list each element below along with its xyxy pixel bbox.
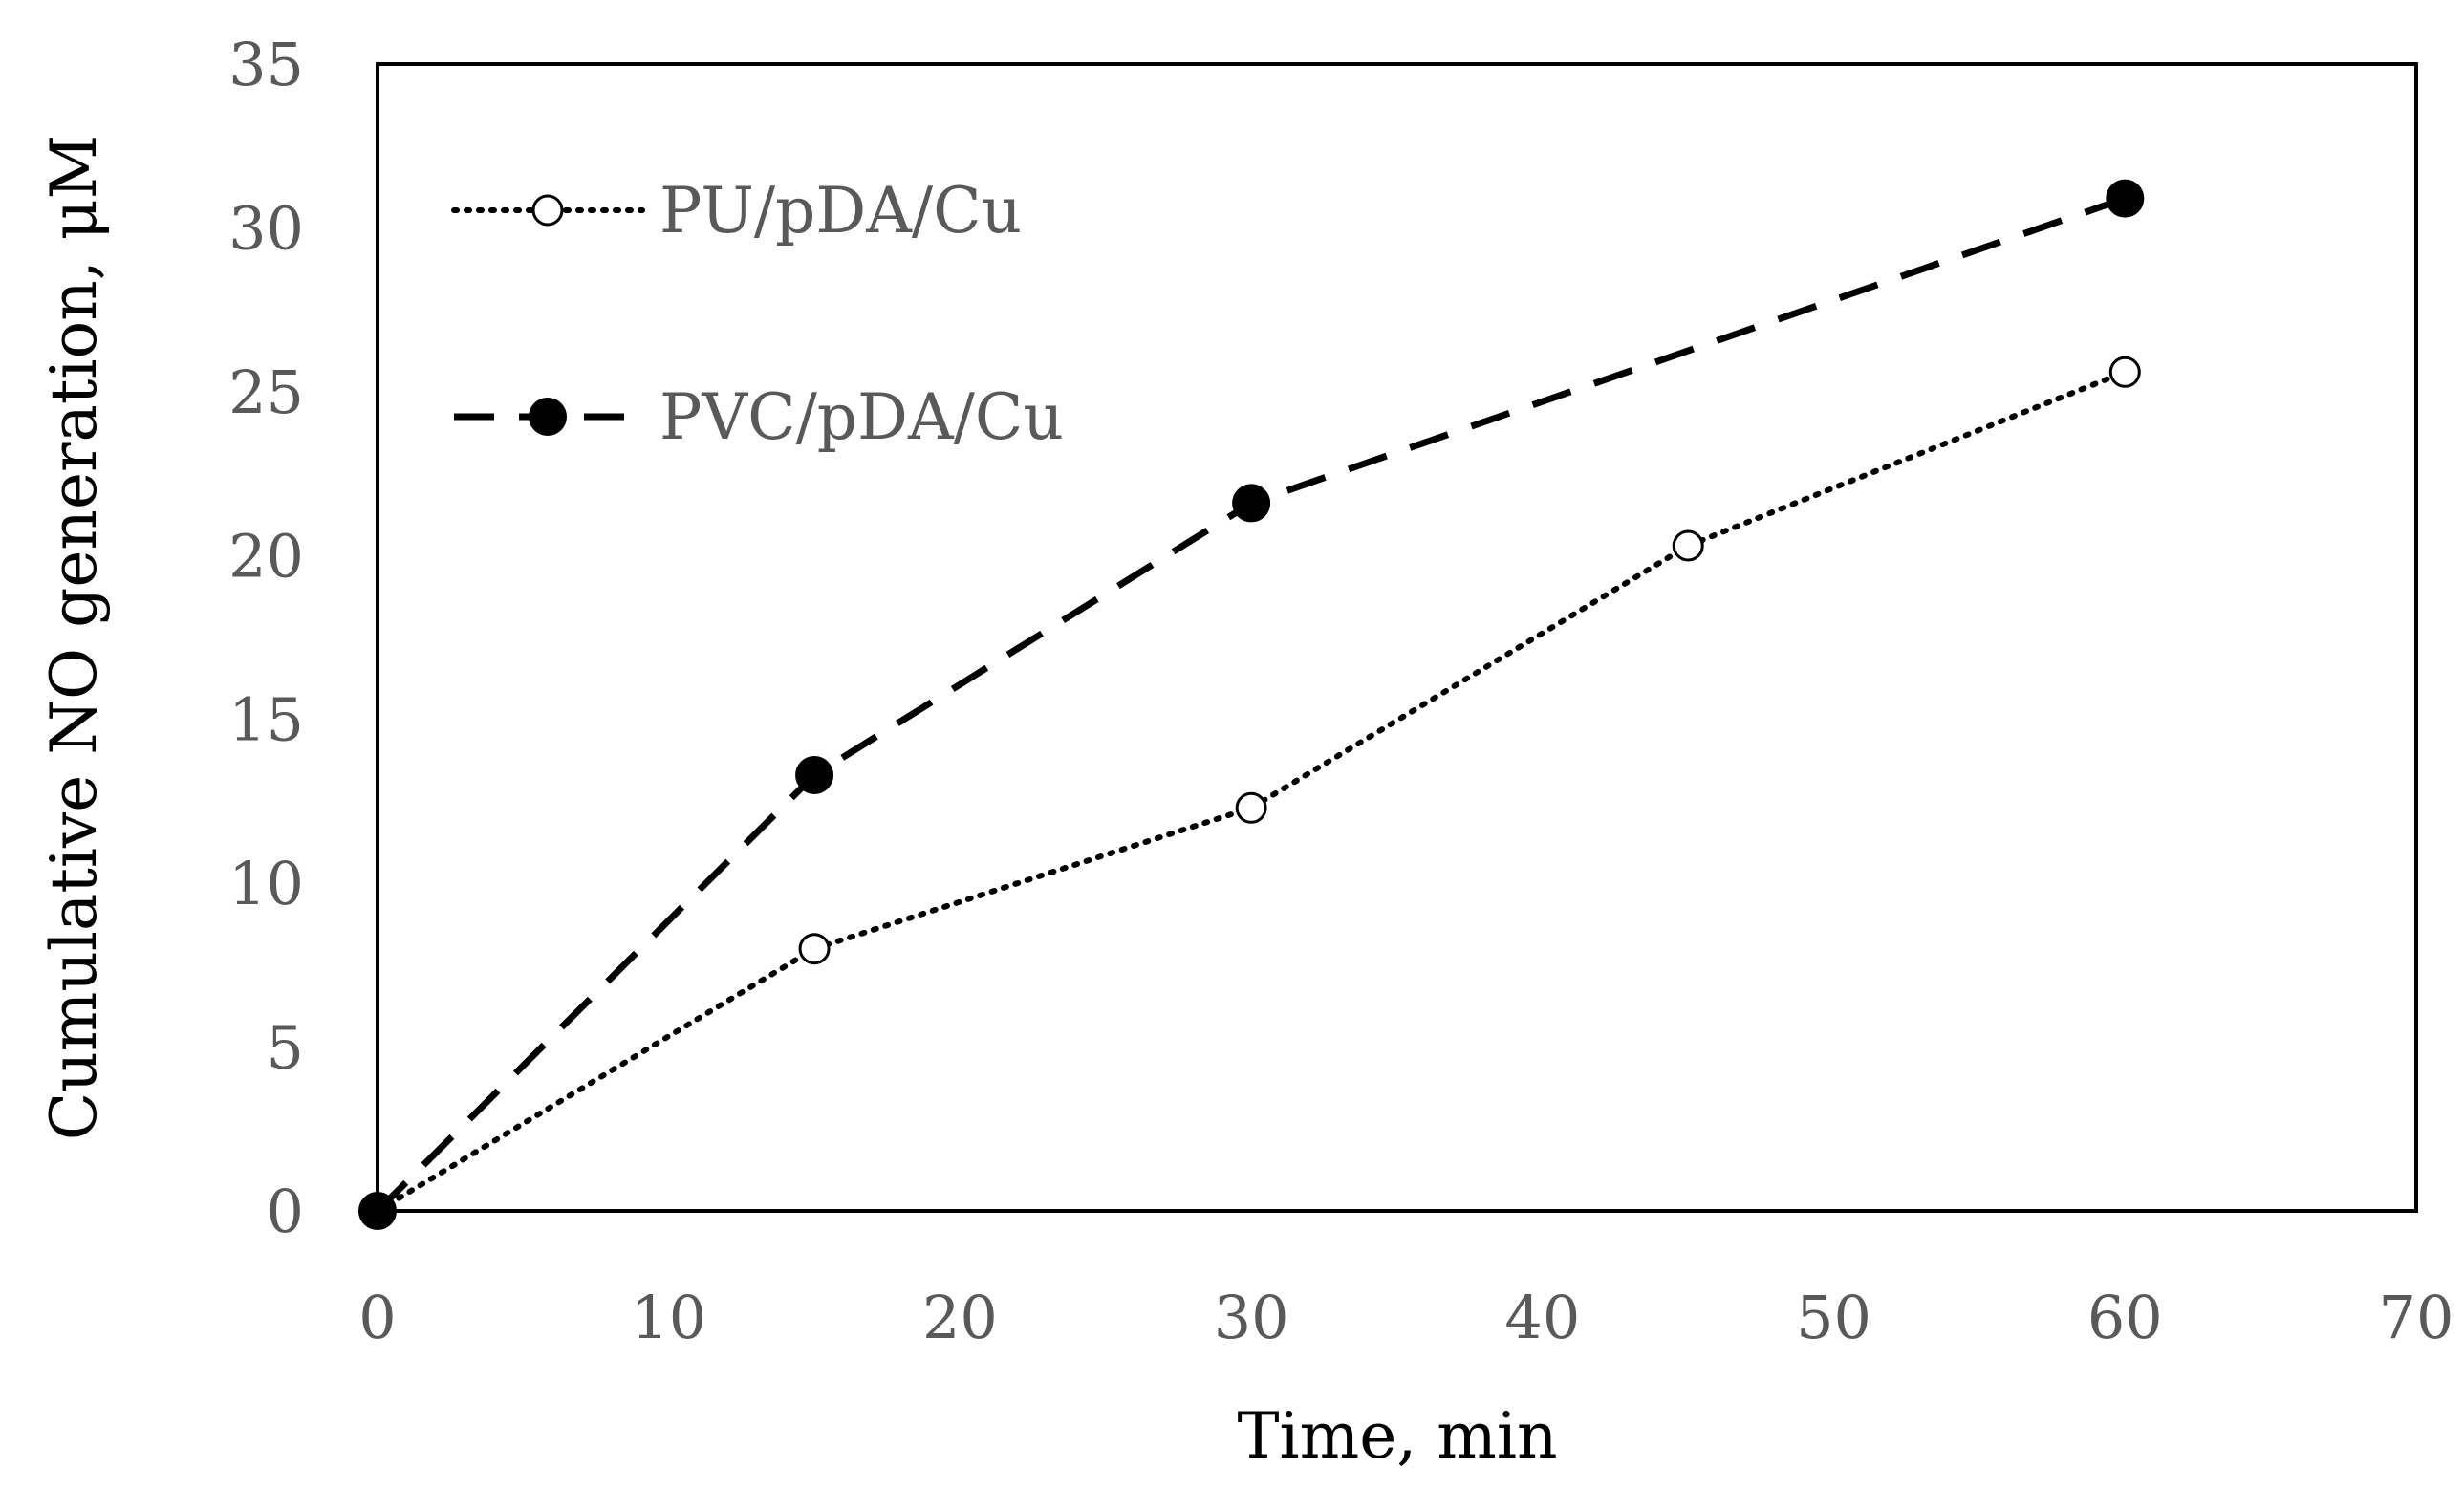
legend-swatch-pu-marker xyxy=(531,194,564,227)
series-layer xyxy=(358,179,2145,1230)
legend-item-pu: PU/pDA/Cu xyxy=(451,174,1022,248)
y-tick-label: 25 xyxy=(228,357,304,427)
series-pvc-point xyxy=(358,1192,397,1230)
x-tick-label: 70 xyxy=(2379,1283,2454,1352)
y-tick-label: 30 xyxy=(228,193,304,263)
x-tick-label: 50 xyxy=(1796,1283,1871,1352)
series-pvc-point xyxy=(1232,484,1271,523)
y-tick-label: 5 xyxy=(267,1013,304,1083)
series-pvc-point xyxy=(2106,179,2145,218)
x-axis-title: Time, min xyxy=(1238,1399,1558,1473)
y-tick-label: 35 xyxy=(228,30,304,99)
series-pu-point xyxy=(2108,356,2141,388)
series-pu-point xyxy=(1235,791,1267,824)
x-tick-label: 30 xyxy=(1214,1283,1289,1352)
legend-label-pu: PU/pDA/Cu xyxy=(659,174,1022,248)
legend: PU/pDA/Cu PVC/pDA/Cu xyxy=(451,174,1064,454)
series-pvc-line xyxy=(375,195,2127,1214)
y-tick-label: 15 xyxy=(228,685,304,755)
legend-label-pvc: PVC/pDA/Cu xyxy=(659,380,1064,454)
series-pvc xyxy=(358,179,2145,1230)
series-pu-point xyxy=(1672,529,1704,562)
plot-area-frame xyxy=(376,62,2418,1213)
x-tick-label: 40 xyxy=(1504,1283,1580,1352)
x-axis-ticks: 0 10 20 30 40 50 60 70 xyxy=(358,1283,2453,1352)
series-pvc-point xyxy=(795,756,834,794)
y-tick-label: 0 xyxy=(267,1177,304,1246)
y-tick-label: 10 xyxy=(228,849,304,918)
legend-item-pvc: PVC/pDA/Cu xyxy=(454,380,1064,454)
y-axis-title: Cumulative NO generation, μM xyxy=(37,135,111,1140)
x-tick-label: 0 xyxy=(358,1283,396,1352)
x-tick-label: 10 xyxy=(631,1283,706,1352)
y-axis-ticks: 0 5 10 15 20 25 30 35 xyxy=(228,30,304,1246)
x-tick-label: 60 xyxy=(2087,1283,2163,1352)
legend-swatch-pvc-marker xyxy=(529,398,567,436)
y-tick-label: 20 xyxy=(228,521,304,591)
series-pu-point xyxy=(798,933,831,965)
x-tick-label: 20 xyxy=(922,1283,998,1352)
